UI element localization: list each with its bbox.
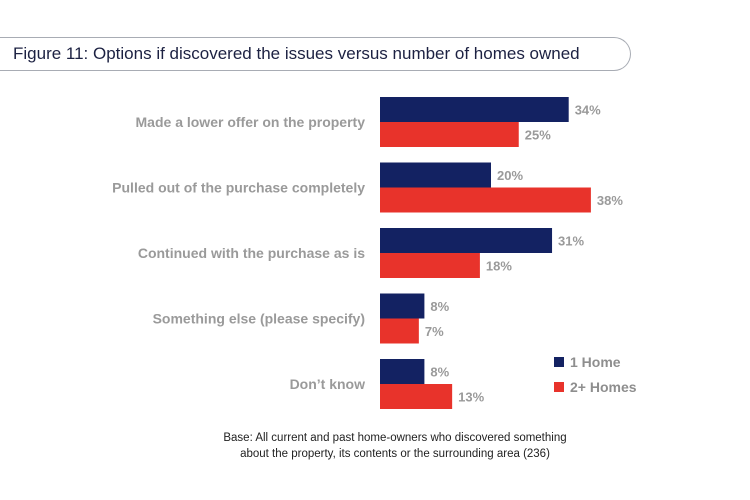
value-label: 20%: [497, 168, 523, 183]
bar-1-home: [380, 359, 425, 384]
category-labels: Made a lower offer on the property Pulled…: [112, 114, 365, 392]
category-label: Pulled out of the purchase completely: [112, 180, 365, 196]
value-label: 31%: [558, 234, 584, 249]
value-label: 8%: [430, 365, 449, 380]
bar-2plus-homes: [380, 318, 419, 344]
category-label: Made a lower offer on the property: [136, 114, 366, 130]
value-label: 18%: [486, 259, 512, 274]
base-note: Base: All current and past home-owners w…: [200, 430, 590, 462]
legend-label: 1 Home: [570, 354, 621, 370]
bar-2plus-homes: [380, 384, 453, 409]
chart-title: Figure 11: Options if discovered the iss…: [13, 44, 580, 63]
bar-2plus-homes: [380, 187, 591, 213]
bar-2plus-homes: [380, 253, 480, 278]
value-label: 25%: [525, 128, 551, 143]
value-label: 38%: [597, 193, 623, 208]
bar-1-home: [380, 293, 425, 319]
legend-swatch: [554, 357, 564, 367]
bars: [380, 97, 591, 409]
category-label: Don’t know: [290, 376, 366, 392]
legend: 1 Home 2+ Homes: [554, 354, 637, 395]
bar-chart: Made a lower offer on the property Pulled…: [112, 97, 637, 409]
bar-2plus-homes: [380, 122, 519, 147]
value-label: 8%: [430, 299, 449, 314]
value-label: 13%: [458, 390, 484, 405]
category-label: Continued with the purchase as is: [138, 245, 365, 261]
legend-label: 2+ Homes: [570, 379, 637, 395]
bar-1-home: [380, 162, 491, 188]
value-label: 7%: [425, 324, 444, 339]
value-labels: 34% 25% 20% 38% 31% 18% 8% 7% 8% 13%: [425, 103, 624, 405]
category-label: Something else (please specify): [153, 311, 365, 327]
title-frame: [0, 37, 631, 71]
bar-1-home: [380, 97, 569, 122]
base-note-line1: Base: All current and past home-owners w…: [223, 432, 567, 444]
base-note-line2: about the property, its contents or the …: [240, 448, 550, 460]
value-label: 34%: [575, 103, 601, 118]
bar-1-home: [380, 228, 553, 253]
legend-swatch: [554, 382, 564, 392]
